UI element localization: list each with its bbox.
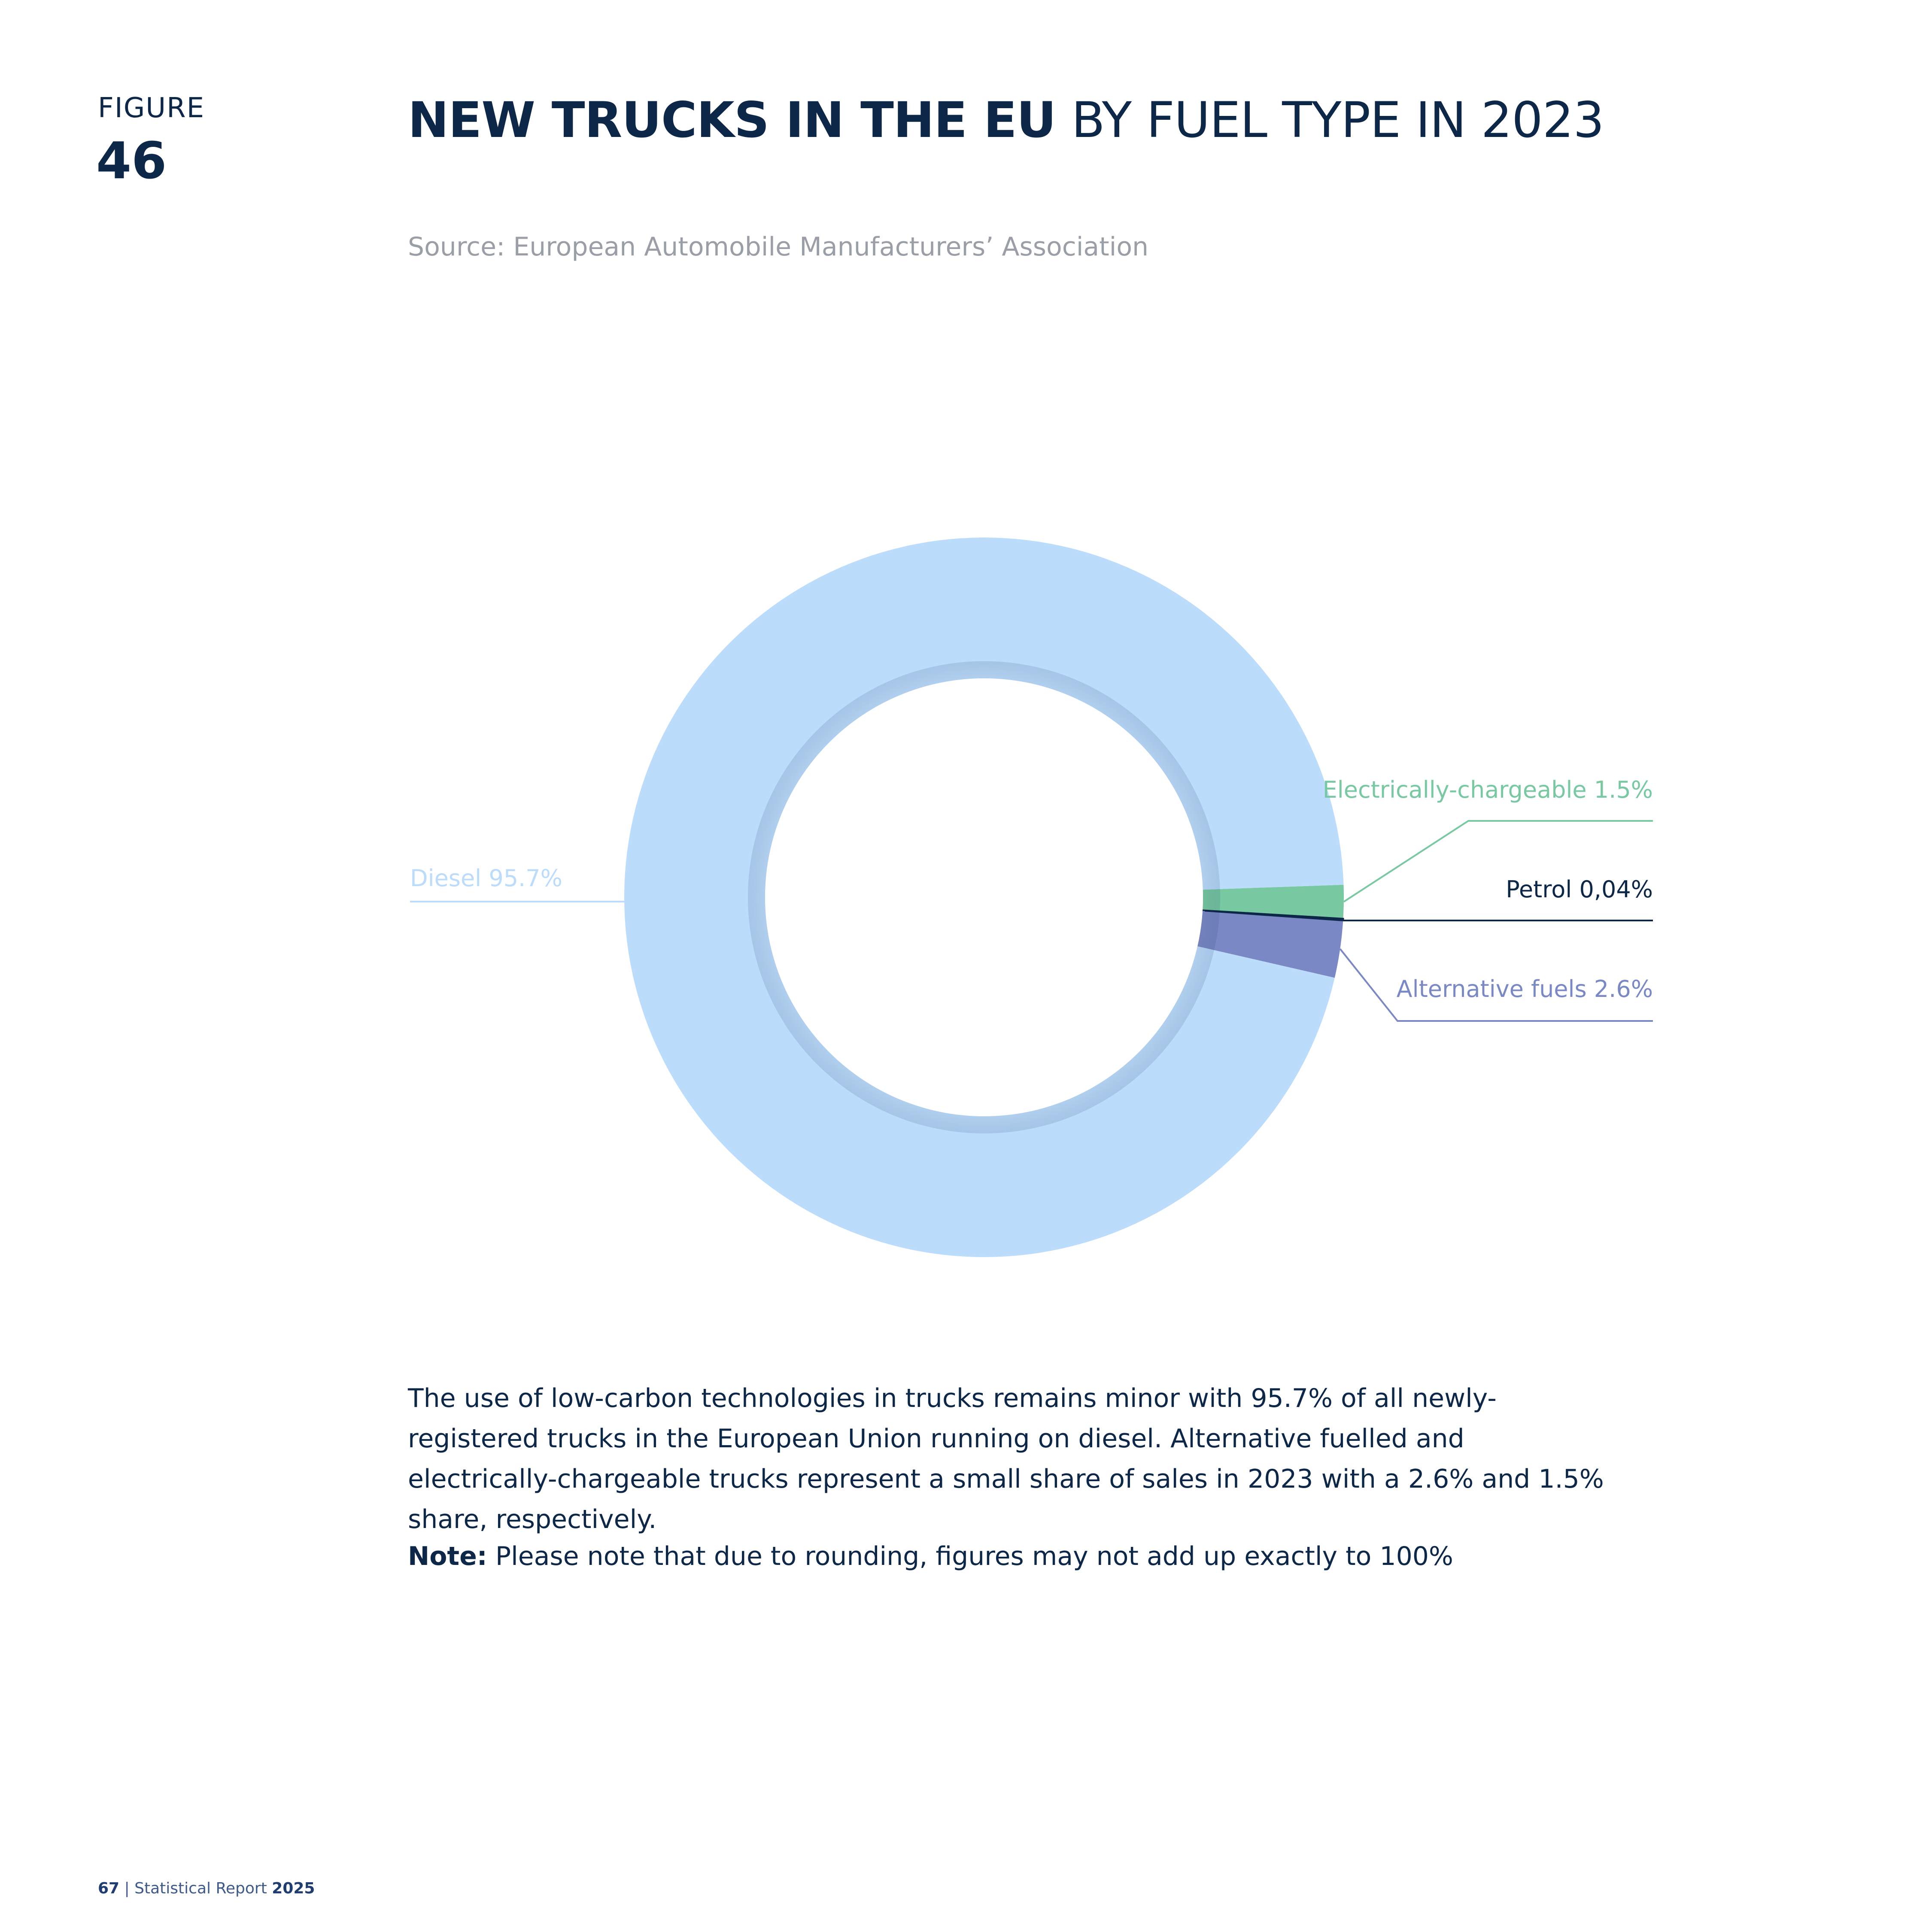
label-diesel: Diesel 95.7% bbox=[410, 865, 562, 892]
chart-title: NEW TRUCKS IN THE EU BY FUEL TYPE IN 202… bbox=[408, 90, 1604, 150]
page-number: 67 bbox=[98, 1880, 120, 1897]
chart-title-bold: NEW TRUCKS IN THE EU bbox=[408, 91, 1056, 149]
slice-alternative-fuels bbox=[1197, 911, 1343, 978]
note-label: Note: bbox=[408, 1541, 487, 1571]
body-paragraph: The use of low-carbon technologies in tr… bbox=[408, 1383, 1604, 1534]
footer-year: 2025 bbox=[272, 1880, 315, 1897]
note: Note: Please note that due to rounding, … bbox=[408, 1541, 1453, 1571]
donut-hole bbox=[765, 678, 1203, 1116]
slice-labels: Electrically-chargeable 1.5% Petrol 0,04%… bbox=[410, 776, 1653, 1002]
chart-title-light: BY FUEL TYPE IN 2023 bbox=[1071, 91, 1604, 149]
footer-separator: | bbox=[124, 1880, 130, 1897]
figure-number: 46 bbox=[96, 131, 167, 190]
note-text: Please note that due to rounding, figure… bbox=[495, 1541, 1453, 1571]
footer-report-name: Statistical Report bbox=[134, 1880, 267, 1897]
leader-electrically-chargeable bbox=[1343, 820, 1653, 902]
slice-electrically-chargeable bbox=[1203, 884, 1344, 919]
label-petrol: Petrol 0,04% bbox=[1506, 876, 1653, 903]
label-electrically-chargeable: Electrically-chargeable 1.5% bbox=[1323, 776, 1653, 803]
figure-label: FIGURE bbox=[98, 92, 205, 124]
page-footer: 67 | Statistical Report 2025 bbox=[98, 1880, 315, 1897]
leader-petrol bbox=[1204, 910, 1653, 921]
leader-lines bbox=[410, 820, 1653, 1022]
leader-alternative-fuels bbox=[1339, 948, 1653, 1022]
slice-diesel bbox=[624, 538, 1344, 1258]
label-alternative-fuels: Alternative fuels 2.6% bbox=[1397, 975, 1653, 1002]
chart-source: Source: European Automobile Manufacturer… bbox=[408, 232, 1149, 262]
